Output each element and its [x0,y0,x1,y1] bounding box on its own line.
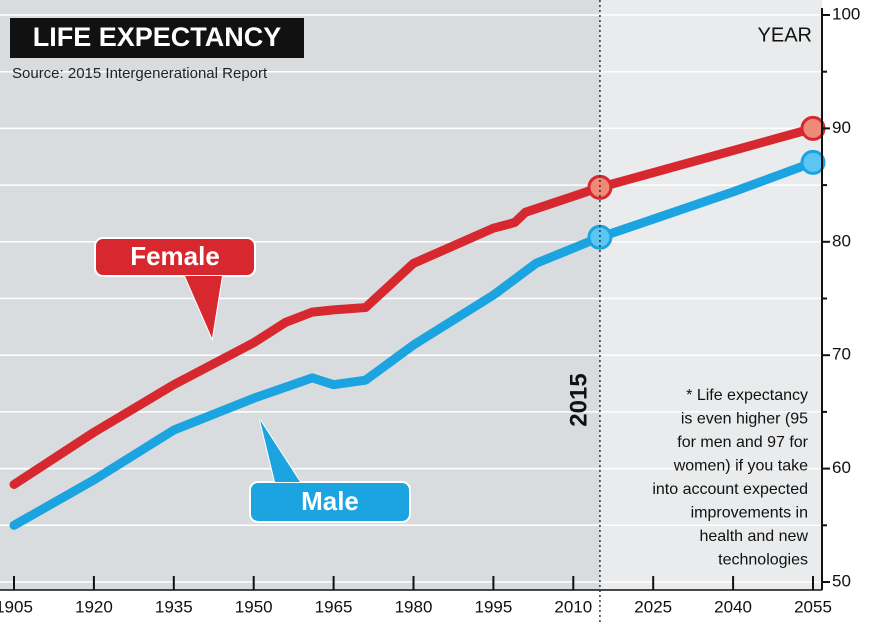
series-line [9,123,818,489]
point-marker [800,149,826,175]
point-marker [800,115,826,141]
x-tick-label: 1920 [75,597,113,616]
annotation-line: is even higher (95 [681,411,808,428]
y-tick-label: 50 [832,571,851,590]
projection-background [599,0,822,590]
chart-title: LIFE EXPECTANCY [33,22,282,52]
annotation-line: improvements in [691,505,808,522]
x-tick-label: 1950 [235,597,273,616]
callout-box [94,237,256,277]
x-tick-label: 2040 [714,597,752,616]
y-tick-label: 80 [832,231,851,250]
reference-label: 2015 [565,373,592,426]
x-tick-label: 1995 [474,597,512,616]
annotation-line: health and new [699,528,808,545]
title-box [10,18,304,58]
x-tick-label: 2010 [554,597,592,616]
axis-label: YEAR [758,24,812,46]
legend-label: Male [301,486,359,516]
y-tick-label: 60 [832,458,851,477]
x-tick-label: 1935 [155,597,193,616]
x-tick-label: 2025 [634,597,672,616]
x-tick-label: 1905 [0,597,33,616]
legend-label: Female [130,241,220,271]
y-tick-label: 70 [832,345,851,364]
subtitle: Source: 2015 Intergenerational Report [12,65,268,82]
callout-box [249,481,411,523]
x-tick-label: 1980 [395,597,433,616]
x-tick-label: 1965 [315,597,353,616]
annotation-line: for men and 97 for [677,434,808,451]
x-tick-label: 2055 [794,597,832,616]
annotation-line: technologies [718,552,808,569]
y-tick-label: 90 [832,118,851,137]
point-marker [587,224,613,250]
annotation-line: * Life expectancy [686,387,808,404]
annotation-line: into account expected [652,481,808,498]
y-tick-label: 100 [832,4,860,23]
callout-pointer-fill [260,420,300,482]
callout-pointer-fill [185,276,222,338]
annotation-line: women) if you take [673,458,808,475]
